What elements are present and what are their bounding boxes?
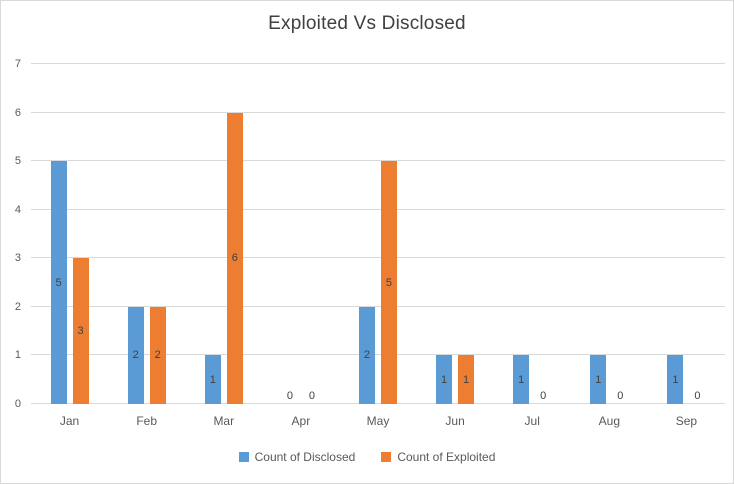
bar-count-of-exploited[interactable] xyxy=(458,355,475,404)
data-label: 0 xyxy=(540,390,547,402)
gridline xyxy=(31,257,725,259)
bar-count-of-exploited[interactable] xyxy=(149,306,166,404)
bar-slot: 2 xyxy=(149,64,166,404)
y-tick-label: 4 xyxy=(14,203,21,216)
legend-item-count-of-exploited[interactable]: Count of Exploited xyxy=(381,450,495,464)
bar-count-of-disclosed[interactable] xyxy=(436,355,453,404)
data-label: 0 xyxy=(286,390,293,402)
bar-slot: 2 xyxy=(358,64,375,404)
data-label: 1 xyxy=(441,373,448,386)
legend-swatch xyxy=(381,452,392,462)
legend-swatch xyxy=(238,452,249,462)
data-label: 2 xyxy=(132,349,139,362)
bar-slot: 0 xyxy=(689,64,705,404)
x-tick-label: May xyxy=(366,414,390,428)
data-label: 0 xyxy=(694,390,701,402)
bar-slot: 1 xyxy=(590,64,607,404)
y-tick-label: 7 xyxy=(14,58,21,70)
gridline xyxy=(31,111,725,113)
bar-count-of-exploited[interactable] xyxy=(72,258,89,404)
data-label: 0 xyxy=(308,390,315,402)
bar-slot: 1 xyxy=(204,64,221,404)
bar-slot: 0 xyxy=(282,64,298,404)
bar-count-of-disclosed[interactable] xyxy=(513,355,530,404)
bar-slot: 1 xyxy=(458,64,475,404)
y-tick-label: 5 xyxy=(14,155,21,168)
bar-slot: 2 xyxy=(127,64,144,404)
legend-item-count-of-disclosed[interactable]: Count of Disclosed xyxy=(238,450,356,464)
bar-slot: 5 xyxy=(380,64,397,404)
x-tick-label: Jan xyxy=(59,414,80,428)
gridline xyxy=(31,305,725,307)
x-tick-label: Mar xyxy=(213,414,235,428)
legend-label: Count of Disclosed xyxy=(254,450,356,464)
data-label: 5 xyxy=(385,276,393,289)
y-tick-label: 1 xyxy=(14,349,21,362)
bar-count-of-disclosed[interactable] xyxy=(50,161,67,404)
data-label: 0 xyxy=(617,390,624,402)
x-axis-labels: Jan Feb Mar Apr May Jun Jul Aug Sep xyxy=(31,414,725,428)
data-label: 1 xyxy=(463,373,470,386)
gridline xyxy=(31,354,725,356)
bar-count-of-disclosed[interactable] xyxy=(127,306,144,404)
data-label: 6 xyxy=(231,252,238,265)
data-label: 2 xyxy=(154,349,161,362)
y-axis-labels: 0 1 2 3 4 5 6 7 xyxy=(1,58,27,410)
gridline xyxy=(31,208,725,210)
x-tick-label: Jul xyxy=(524,414,540,428)
data-label: 3 xyxy=(77,325,84,338)
y-tick-label: 0 xyxy=(14,398,21,410)
bar-slot: 0 xyxy=(535,64,551,404)
bar-count-of-disclosed[interactable] xyxy=(590,355,607,404)
x-tick-label: Jun xyxy=(445,414,465,428)
bar-slot: 1 xyxy=(667,64,684,404)
bar-slot: 0 xyxy=(304,64,320,404)
bar-slot: 3 xyxy=(72,64,89,404)
gridline xyxy=(31,403,725,404)
bar-slot: 6 xyxy=(226,64,243,404)
bar-count-of-disclosed[interactable] xyxy=(204,355,221,404)
data-label: 5 xyxy=(55,276,62,289)
legend-label: Count of Exploited xyxy=(397,450,496,464)
data-label: 2 xyxy=(363,349,371,362)
data-label: 1 xyxy=(518,373,525,386)
bar-count-of-exploited[interactable] xyxy=(380,161,397,404)
data-label: 1 xyxy=(672,373,679,386)
y-tick-label: 2 xyxy=(14,300,21,313)
y-tick-label: 6 xyxy=(14,106,21,119)
y-tick-label: 3 xyxy=(14,252,21,265)
bar-slot: 1 xyxy=(436,64,453,404)
bar-count-of-disclosed[interactable] xyxy=(358,306,375,404)
gridline xyxy=(31,160,725,162)
gridline xyxy=(31,63,725,64)
bar-count-of-exploited[interactable] xyxy=(226,112,243,404)
chart-title: Exploited Vs Disclosed xyxy=(268,13,466,34)
bar-slot: 0 xyxy=(612,64,628,404)
x-tick-label: Aug xyxy=(598,414,620,428)
x-tick-label: Apr xyxy=(291,414,311,428)
bar-slot: 1 xyxy=(513,64,530,404)
bar-slot: 5 xyxy=(50,64,67,404)
gridlines xyxy=(31,63,725,404)
x-tick-label: Sep xyxy=(675,414,698,428)
data-label: 1 xyxy=(595,373,602,386)
data-label: 1 xyxy=(209,373,216,386)
legend: Count of Disclosed Count of Exploited xyxy=(1,450,733,464)
x-tick-label: Feb xyxy=(136,414,157,428)
bar-count-of-disclosed[interactable] xyxy=(667,355,684,404)
